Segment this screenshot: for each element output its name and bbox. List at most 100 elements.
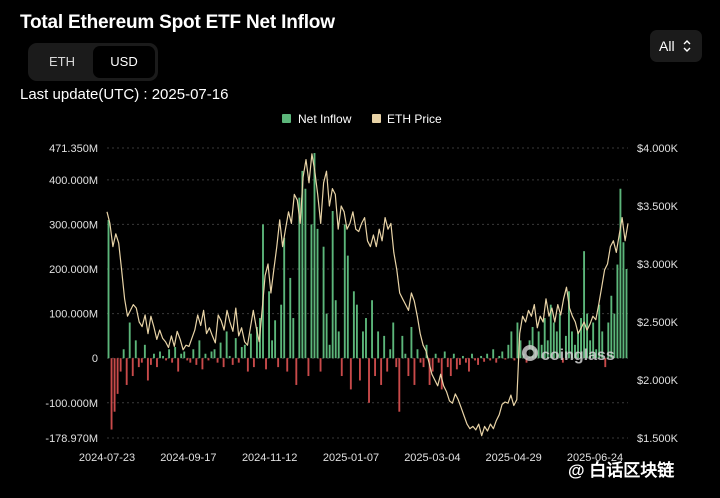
inflow-bar — [443, 351, 446, 359]
inflow-bar — [140, 358, 143, 363]
inflow-bar — [316, 228, 319, 359]
inflow-bar — [283, 237, 286, 359]
inflow-bar — [371, 300, 373, 359]
inflow-bar — [495, 358, 498, 363]
inflow-bar — [555, 331, 558, 359]
inflow-bar — [198, 340, 201, 359]
inflow-bar — [389, 349, 392, 359]
inflow-bar — [595, 349, 598, 359]
inflow-bar — [492, 349, 495, 359]
inflow-bar — [234, 338, 237, 359]
inflow-bar — [286, 358, 289, 372]
inflow-bar — [516, 322, 519, 359]
inflow-bar — [134, 340, 137, 359]
range-select[interactable]: All — [650, 30, 702, 62]
inflow-bar — [604, 358, 607, 368]
inflow-bar — [116, 358, 119, 394]
x-tick-label: 2025-04-29 — [486, 452, 542, 464]
inflow-bar — [513, 358, 516, 361]
x-tick-label: 2025-03-04 — [404, 452, 460, 464]
inflow-bar — [177, 358, 180, 372]
inflow-bar — [165, 358, 168, 361]
inflow-bar — [537, 331, 540, 359]
y-right-tick-label: $3.500K — [637, 201, 679, 213]
inflow-bar — [546, 340, 549, 359]
inflow-bar — [125, 358, 128, 385]
inflow-bar — [280, 304, 283, 359]
inflow-bar — [113, 358, 116, 412]
y-left-tick-label: 200.000M — [49, 264, 98, 276]
usd-toggle-option[interactable]: USD — [93, 46, 155, 78]
inflow-bar — [449, 358, 452, 377]
inflow-bar — [352, 291, 355, 359]
inflow-bar — [310, 224, 313, 359]
inflow-bar — [195, 358, 198, 365]
inflow-bar — [243, 344, 246, 359]
coinglass-logo-inner — [526, 349, 534, 357]
inflow-bar — [598, 304, 601, 359]
inflow-bar — [319, 358, 322, 372]
inflow-bar — [255, 326, 258, 359]
eth-toggle-option[interactable]: ETH — [49, 54, 75, 69]
inflow-bar — [222, 358, 225, 368]
inflow-bar — [362, 331, 364, 359]
x-tick-label: 2025-01-07 — [323, 452, 379, 464]
inflow-bar — [619, 188, 622, 359]
inflow-bar — [153, 353, 155, 359]
inflow-bar — [446, 358, 449, 368]
inflow-bar — [401, 335, 404, 359]
inflow-bar — [213, 349, 216, 359]
inflow-bar — [567, 291, 570, 359]
inflow-bar — [607, 322, 610, 359]
inflow-bar — [295, 358, 298, 385]
legend-label-net-inflow[interactable]: Net Inflow — [298, 112, 352, 126]
inflow-bar — [110, 358, 113, 430]
inflow-bar — [413, 358, 416, 385]
inflow-bar — [143, 344, 146, 359]
inflow-bar — [395, 358, 398, 368]
inflow-bar — [307, 358, 310, 377]
inflow-bar — [131, 358, 134, 377]
inflow-bar — [507, 344, 510, 359]
inflow-bar — [180, 353, 183, 359]
watermark-text: coinglass — [541, 347, 615, 364]
inflow-bar — [322, 246, 325, 359]
inflow-bar — [525, 358, 528, 363]
inflow-bar — [483, 358, 486, 362]
inflow-bar — [343, 224, 346, 359]
inflow-bar — [240, 347, 243, 359]
inflow-bar — [298, 197, 301, 359]
inflow-bar — [210, 351, 213, 359]
inflow-bar — [458, 358, 461, 365]
inflow-bar — [564, 335, 567, 359]
inflow-bar — [392, 322, 395, 359]
inflow-bar — [186, 358, 189, 361]
inflow-bar — [480, 355, 483, 359]
x-tick-label: 2025-06-24 — [567, 452, 623, 464]
inflow-bar — [561, 358, 564, 363]
inflow-bar — [410, 326, 413, 359]
inflow-bar — [419, 358, 422, 363]
inflow-bar — [137, 358, 140, 368]
inflow-bar — [586, 313, 589, 359]
inflow-bar — [486, 353, 489, 359]
inflow-bar — [162, 355, 164, 359]
legend-label-eth-price[interactable]: ETH Price — [387, 112, 442, 126]
inflow-bar — [262, 224, 264, 359]
inflow-bar — [122, 349, 125, 359]
currency-toggle[interactable]: ETH USD — [28, 43, 158, 81]
inflow-bar — [201, 358, 204, 370]
inflow-bar — [225, 331, 228, 359]
inflow-bar — [271, 340, 274, 359]
inflow-bar — [268, 291, 270, 359]
inflow-bar — [583, 251, 586, 359]
inflow-bar — [346, 255, 349, 359]
y-left-tick-label: 0 — [92, 353, 98, 365]
inflow-bar — [249, 333, 252, 359]
inflow-bar — [589, 340, 592, 359]
inflow-bar — [616, 264, 619, 359]
inflow-bar — [358, 358, 361, 381]
y-left-tick-label: 300.000M — [49, 219, 98, 231]
inflow-bar — [468, 358, 470, 372]
inflow-bar — [386, 358, 389, 372]
